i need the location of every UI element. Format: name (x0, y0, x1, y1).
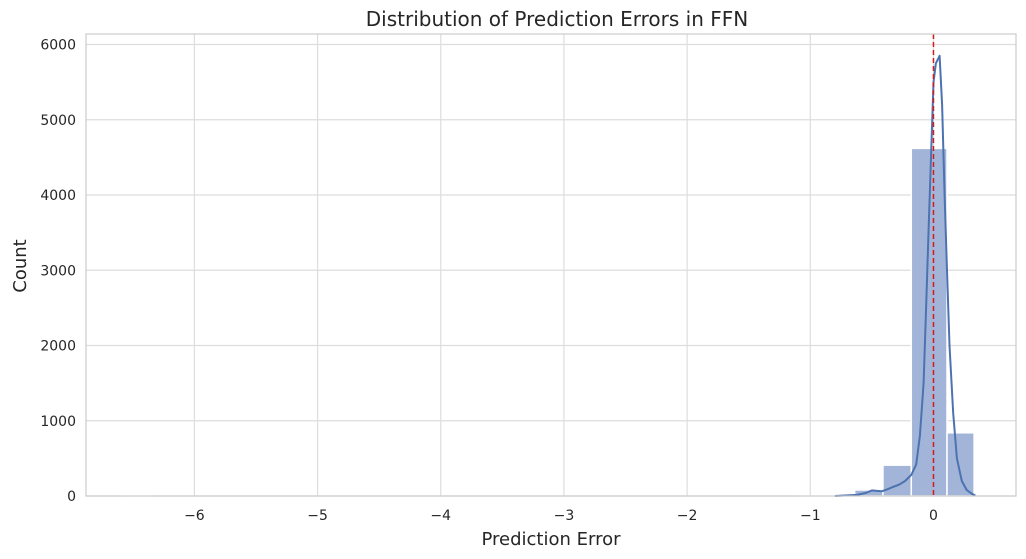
plot-frame (85, 33, 1017, 497)
kde-curve (834, 54, 976, 497)
x-tick-label: −4 (430, 508, 451, 524)
y-tick-label: 4000 (40, 188, 76, 204)
chart-title: Distribution of Prediction Errors in FFN (366, 7, 748, 31)
x-tick-label: −5 (307, 508, 328, 524)
x-tick-labels: −6 −5 −4 −3 −2 −1 0 (184, 508, 938, 524)
x-tick-label: −1 (800, 508, 821, 524)
y-tick-label: 5000 (40, 113, 76, 129)
histogram-bars (122, 147, 975, 497)
y-tick-label: 0 (67, 489, 76, 505)
x-tick-label: −3 (554, 508, 575, 524)
histogram-bar (946, 432, 975, 497)
histogram-bar (882, 464, 913, 497)
x-tick-label: 0 (929, 508, 938, 524)
y-tick-label: 2000 (40, 339, 76, 355)
x-tick-label: −2 (677, 508, 698, 524)
kde-curve-group (834, 54, 976, 497)
grid-lines (86, 34, 1016, 497)
y-tick-labels: 0 1000 2000 3000 4000 5000 6000 (40, 38, 76, 505)
y-axis-label: Count (10, 239, 31, 292)
y-tick-label: 6000 (40, 38, 76, 54)
x-tick-label: −6 (184, 508, 205, 524)
x-axis-label: Prediction Error (481, 529, 621, 550)
y-tick-label: 3000 (40, 263, 76, 279)
y-tick-label: 1000 (40, 414, 76, 430)
